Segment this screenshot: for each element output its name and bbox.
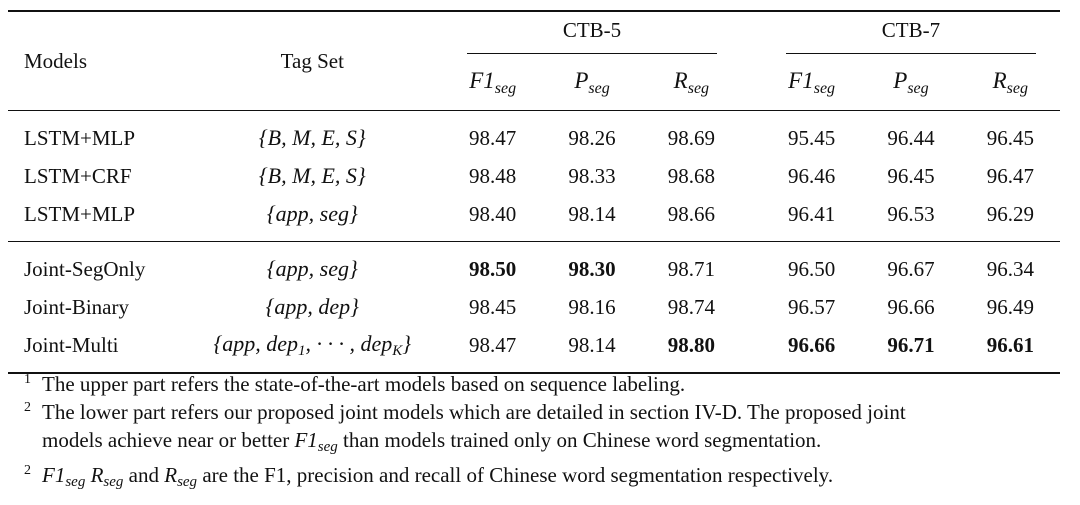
score-cell-best: 98.30	[568, 256, 616, 281]
tag-set: {app, dep1, · · · , depK}	[213, 330, 412, 359]
math-f1seg: F1seg	[294, 428, 338, 455]
ctb5-r-header: Rseg	[673, 68, 710, 97]
tag-set: {B, M, E, S}	[258, 163, 366, 188]
table-row: Joint-SegOnly {app, seg} 98.50 98.30 98.…	[8, 241, 1060, 289]
score-cell: 96.44	[887, 125, 935, 150]
tagset-header: Tag Set	[280, 48, 344, 73]
footnote-mark: 2	[24, 463, 31, 478]
score-cell: 96.66	[887, 294, 935, 319]
ctb5-header: CTB-5	[467, 14, 718, 54]
math-f1seg: F1seg	[42, 463, 86, 490]
score-cell: 98.68	[667, 163, 715, 188]
score-cell-best: 96.71	[887, 332, 935, 357]
score-cell: 96.67	[887, 256, 935, 281]
score-cell: 98.26	[568, 125, 616, 150]
score-cell: 98.40	[469, 201, 517, 226]
ctb7-p-header: Pseg	[893, 68, 929, 97]
model-name: Joint-SegOnly	[24, 256, 146, 281]
score-cell: 98.47	[469, 125, 517, 150]
models-header: Models	[24, 48, 87, 73]
table-row: LSTM+MLP {app, seg} 98.40 98.14 98.66 96…	[8, 195, 1060, 242]
score-cell: 96.29	[986, 201, 1034, 226]
score-cell: 96.34	[986, 256, 1034, 281]
score-cell: 96.45	[887, 163, 935, 188]
score-cell-best: 96.66	[787, 332, 836, 357]
footnote-mark: 1	[24, 372, 31, 387]
score-cell: 98.74	[667, 294, 715, 319]
ctb7-f1-header: F1seg	[788, 68, 836, 97]
score-cell: 98.47	[469, 332, 517, 357]
results-table: Models Tag Set CTB-5 CTB-7 F1seg Pseg Rs…	[8, 10, 1060, 374]
tag-set: {app, dep}	[265, 294, 359, 319]
score-cell: 96.57	[787, 294, 836, 319]
footnote-text: are the F1, precision and recall of Chin…	[202, 463, 834, 487]
model-name: LSTM+MLP	[24, 201, 136, 226]
math-rseg: Rseg	[90, 463, 124, 490]
table-footnotes: 1 The upper part refers the state-of-the…	[24, 370, 1064, 496]
footnote-text: The lower part refers our proposed joint…	[42, 400, 906, 424]
score-cell: 98.71	[667, 256, 715, 281]
score-cell: 98.45	[469, 294, 517, 319]
score-cell-best: 98.50	[469, 256, 517, 281]
score-cell: 96.46	[787, 163, 836, 188]
score-cell: 98.69	[667, 125, 715, 150]
footnote-text: models achieve near or better	[42, 428, 295, 452]
score-cell: 95.45	[787, 125, 836, 150]
score-cell: 96.47	[986, 163, 1034, 188]
model-name: Joint-Binary	[24, 294, 129, 319]
score-cell: 98.33	[568, 163, 616, 188]
score-cell: 98.14	[568, 201, 616, 226]
score-cell: 96.53	[887, 201, 935, 226]
score-cell: 98.16	[568, 294, 616, 319]
score-cell: 96.41	[787, 201, 836, 226]
score-cell-best: 96.61	[986, 332, 1034, 357]
model-name: Joint-Multi	[24, 332, 119, 357]
ctb7-header: CTB-7	[785, 14, 1036, 54]
ctb5-p-header: Pseg	[574, 68, 610, 97]
tag-set: {app, seg}	[266, 256, 358, 281]
score-cell: 98.48	[469, 163, 517, 188]
score-cell-best: 98.80	[667, 332, 715, 357]
score-cell: 98.14	[568, 332, 616, 357]
table-row: LSTM+MLP {B, M, E, S} 98.47 98.26 98.69 …	[8, 110, 1060, 158]
model-name: LSTM+CRF	[24, 163, 132, 188]
ctb5-f1-header: F1seg	[469, 68, 517, 97]
footnote-text: than models trained only on Chinese word…	[337, 428, 822, 452]
score-cell: 96.45	[986, 125, 1034, 150]
footnote-mark: 2	[24, 400, 31, 415]
footnote: 2 The lower part refers our proposed joi…	[24, 398, 1064, 461]
tag-set: {B, M, E, S}	[258, 125, 366, 150]
table-row: Joint-Multi {app, dep1, · · · , depK} 98…	[8, 326, 1060, 373]
score-cell: 98.66	[667, 201, 715, 226]
math-rseg: Rseg	[164, 463, 198, 490]
tag-set: {app, seg}	[266, 201, 358, 226]
ctb7-r-header: Rseg	[992, 68, 1028, 97]
footnote-text: The upper part refers the state-of-the-a…	[42, 372, 686, 396]
score-cell: 96.50	[787, 256, 836, 281]
table-row: Joint-Binary {app, dep} 98.45 98.16 98.7…	[8, 288, 1060, 326]
model-name: LSTM+MLP	[24, 125, 136, 150]
table-row: LSTM+CRF {B, M, E, S} 98.48 98.33 98.68 …	[8, 157, 1060, 195]
footnote: 1 The upper part refers the state-of-the…	[24, 370, 1064, 398]
score-cell: 96.49	[986, 294, 1034, 319]
footnote: 2 F1seg Rseg and Rseg are the F1, precis…	[24, 461, 1064, 496]
